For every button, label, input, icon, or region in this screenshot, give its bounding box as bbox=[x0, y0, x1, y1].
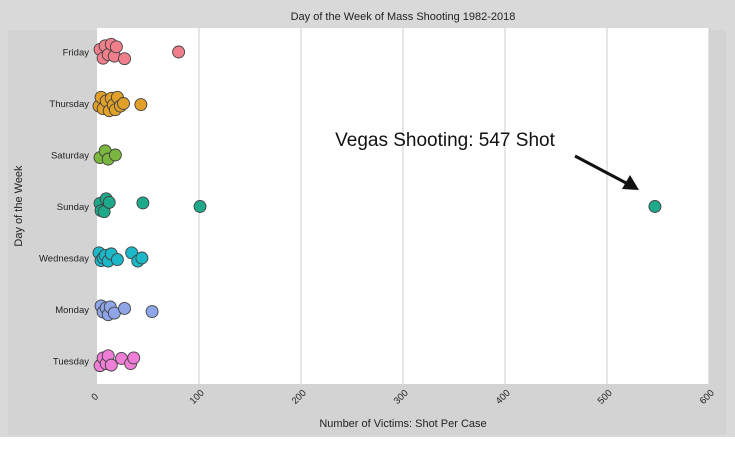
series-sunday bbox=[93, 192, 662, 219]
y-tick-label: Saturday bbox=[51, 151, 89, 162]
annotation-arrow bbox=[574, 154, 639, 190]
y-tick-label: Thursday bbox=[49, 99, 89, 110]
data-point bbox=[648, 200, 662, 213]
chart-title: Day of the Week of Mass Shooting 1982-20… bbox=[291, 11, 516, 23]
data-point bbox=[127, 351, 141, 365]
series-thursday bbox=[92, 90, 148, 118]
data-point bbox=[193, 200, 207, 213]
data-point bbox=[136, 196, 150, 210]
series-monday bbox=[94, 299, 159, 322]
data-point bbox=[135, 251, 149, 265]
points-layer bbox=[92, 37, 662, 373]
data-point bbox=[145, 305, 159, 319]
series-friday bbox=[93, 37, 186, 66]
grid-layer bbox=[198, 28, 710, 384]
y-tick-labels: Friday Thursday Saturday Sunday Wednesday Mon… bbox=[39, 48, 89, 368]
y-tick-label: Monday bbox=[55, 305, 89, 316]
data-point bbox=[172, 45, 186, 59]
x-axis-title: Number of Victims: Shot Per Case bbox=[319, 418, 486, 430]
data-point bbox=[117, 97, 130, 110]
series-saturday bbox=[93, 144, 122, 166]
data-point bbox=[134, 98, 148, 111]
data-point bbox=[108, 148, 122, 162]
annotation-text: Vegas Shooting: 547 Shot bbox=[335, 130, 555, 151]
data-point bbox=[102, 195, 116, 209]
data-point bbox=[110, 253, 124, 266]
y-axis-title: Day of the Week bbox=[13, 165, 25, 247]
y-tick-label: Sunday bbox=[57, 202, 89, 213]
x-tick-label: 0 bbox=[89, 391, 101, 403]
series-tuesday bbox=[93, 349, 141, 373]
y-tick-label: Tuesday bbox=[53, 357, 89, 368]
data-point bbox=[118, 52, 131, 66]
y-tick-label: Friday bbox=[63, 48, 90, 59]
data-point bbox=[118, 302, 131, 315]
data-point bbox=[104, 358, 118, 372]
series-wednesday bbox=[92, 246, 149, 268]
y-tick-label: Wednesday bbox=[39, 254, 89, 265]
data-point bbox=[109, 40, 123, 54]
